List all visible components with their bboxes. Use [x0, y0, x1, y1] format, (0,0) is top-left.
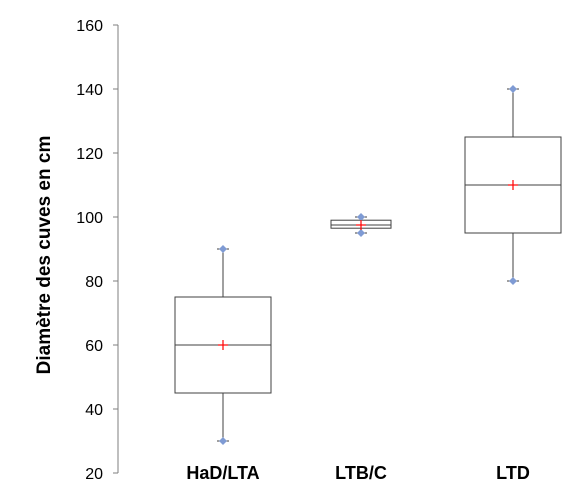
- y-axis: 20 40 60 80 100 120 140 160: [76, 18, 119, 483]
- min-marker: [509, 277, 517, 285]
- max-marker: [509, 85, 517, 93]
- y-tick-label: 40: [85, 402, 103, 419]
- x-axis-labels: HaD/LTA LTB/C LTD: [186, 463, 529, 483]
- x-category-label: LTB/C: [335, 463, 387, 483]
- x-category-label: LTD: [496, 463, 530, 483]
- mean-marker: [218, 340, 228, 350]
- min-marker: [357, 229, 365, 237]
- y-tick-label: 20: [85, 466, 103, 483]
- mean-marker: [356, 220, 366, 230]
- y-tick-label: 80: [85, 274, 103, 291]
- box-2: [330, 213, 392, 237]
- box-1: [174, 245, 272, 445]
- max-marker: [219, 245, 227, 253]
- y-tick-label: 160: [76, 18, 103, 35]
- y-tick-label: 120: [76, 146, 103, 163]
- y-tick-label: 60: [85, 338, 103, 355]
- x-category-label: HaD/LTA: [186, 463, 259, 483]
- max-marker: [357, 213, 365, 221]
- box-3: [464, 85, 562, 285]
- box-plot-series: [174, 85, 562, 445]
- y-axis-title: Diamètre des cuves en cm: [34, 136, 55, 375]
- mean-marker: [508, 180, 518, 190]
- y-tick-label: 140: [76, 82, 103, 99]
- min-marker: [219, 437, 227, 445]
- y-tick-label: 100: [76, 210, 103, 227]
